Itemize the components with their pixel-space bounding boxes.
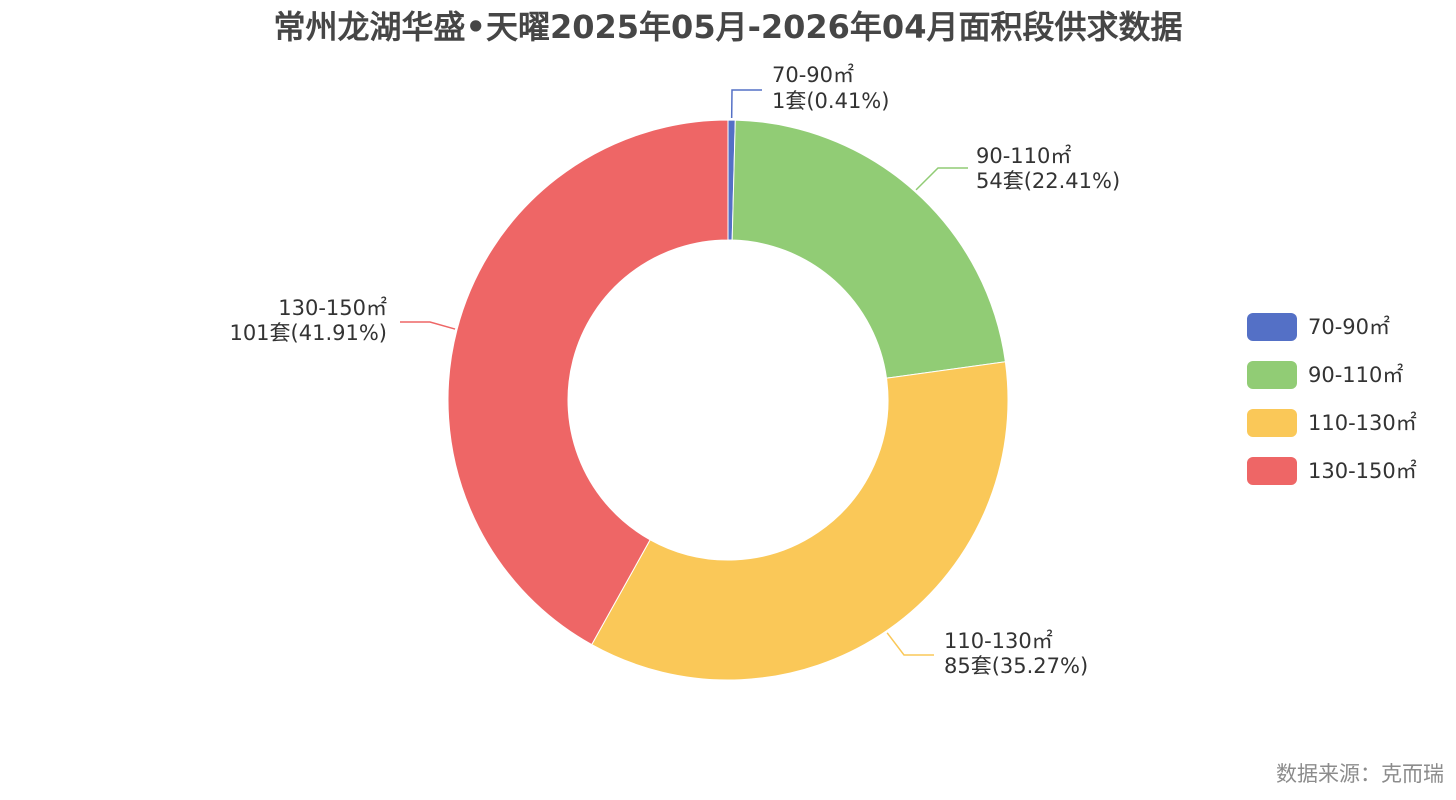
donut-slices <box>447 119 1009 681</box>
slice-label-name: 130-150㎡ <box>278 296 387 320</box>
slice-label-value: 101套(41.91%) <box>229 321 387 345</box>
slice-130-150[interactable] <box>447 119 729 646</box>
legend-label-90-110[interactable]: 90-110㎡ <box>1308 363 1403 387</box>
slice-label-name: 110-130㎡ <box>944 629 1053 653</box>
legend: 70-90㎡ 90-110㎡ 110-130㎡ 130-150㎡ <box>1247 313 1417 485</box>
legend-label-70-90[interactable]: 70-90㎡ <box>1308 315 1390 339</box>
data-source-note: 数据来源：克而瑞 <box>1276 762 1444 786</box>
legend-swatch-70-90[interactable] <box>1247 313 1297 341</box>
legend-swatch-130-150[interactable] <box>1247 457 1297 485</box>
leader-line-130-150 <box>400 321 456 330</box>
slice-label-value: 1套(0.41%) <box>772 89 889 113</box>
slice-90-110[interactable] <box>731 119 1006 379</box>
legend-label-130-150[interactable]: 130-150㎡ <box>1308 459 1417 483</box>
slice-label-value: 54套(22.41%) <box>976 169 1120 193</box>
legend-swatch-90-110[interactable] <box>1247 361 1297 389</box>
legend-label-110-130[interactable]: 110-130㎡ <box>1308 411 1417 435</box>
leader-line-70-90 <box>730 89 762 119</box>
slice-label-value: 85套(35.27%) <box>944 654 1088 678</box>
leader-line-110-130 <box>886 632 934 656</box>
slice-label-name: 90-110㎡ <box>976 144 1071 168</box>
slice-110-130[interactable] <box>591 361 1009 681</box>
leader-line-90-110 <box>915 167 968 191</box>
slice-label-name: 70-90㎡ <box>772 63 854 87</box>
chart-title: 常州龙湖华盛•天曜2025年05月-2026年04月面积段供求数据 <box>274 8 1183 46</box>
legend-swatch-110-130[interactable] <box>1247 409 1297 437</box>
